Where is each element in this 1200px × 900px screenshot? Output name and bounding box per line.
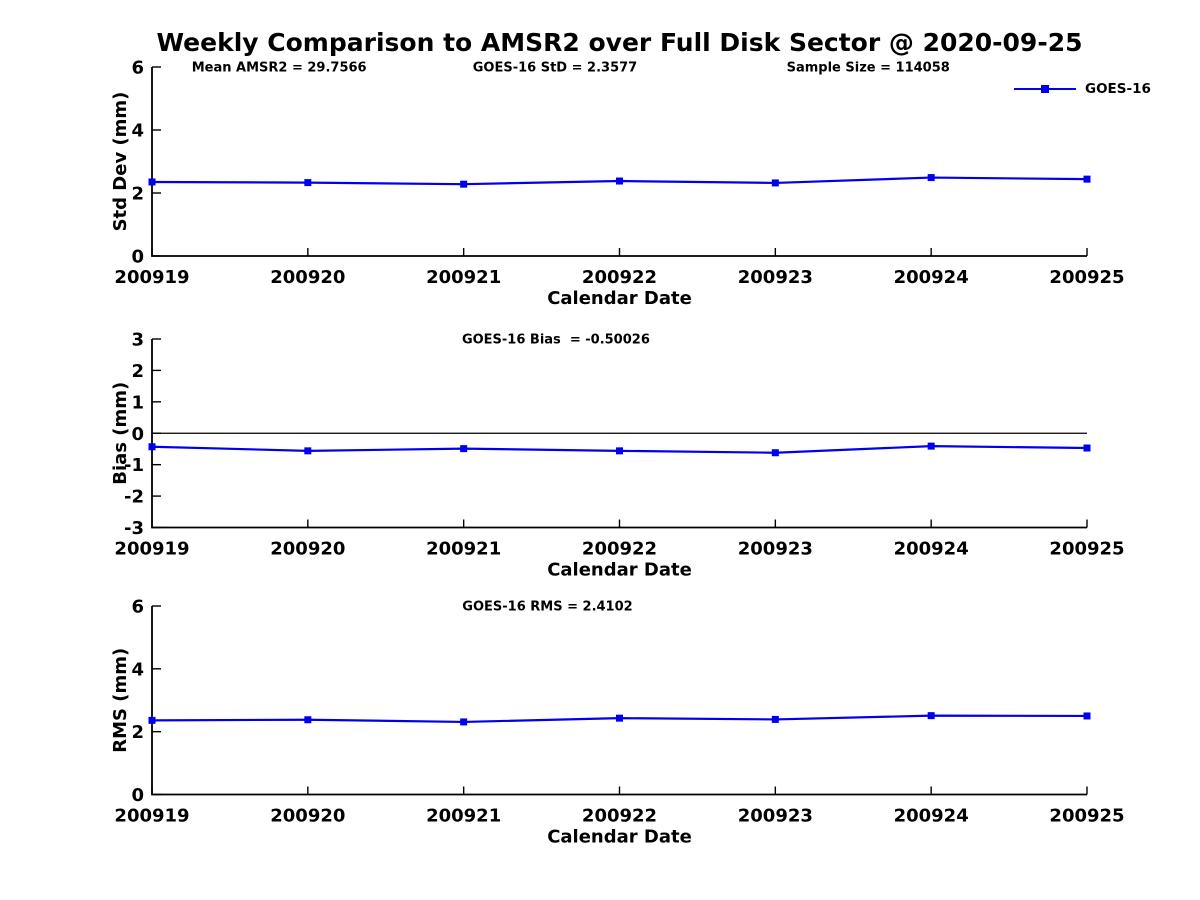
y-tick-label: 4: [131, 121, 144, 142]
x-tick-label: 200924: [894, 806, 969, 827]
x-tick-label: 200920: [270, 806, 345, 827]
subplot-3: 0 2 4 6 200919 200920 200921 200922 200923 200924…: [110, 597, 1125, 848]
x-tick-label: 200921: [426, 539, 501, 560]
data-point-marker: [304, 716, 312, 724]
data-point-marker: [460, 445, 468, 453]
data-point-marker: [148, 443, 156, 451]
x-tick-label: 200925: [1049, 539, 1124, 560]
data-point-marker: [304, 179, 312, 187]
subplot-2: -3 -2 -1 0 1 2 3 200919 200920 200921 200922 200923…: [110, 330, 1125, 581]
data-point-marker: [460, 180, 468, 188]
x-tick-label: 200923: [738, 539, 813, 560]
x-tick-label: 200920: [270, 539, 345, 560]
x-tick-label: 200923: [738, 806, 813, 827]
data-point-marker: [927, 442, 935, 450]
y-tick-label: 0: [131, 424, 144, 445]
legend-square-marker-icon: [1041, 85, 1049, 93]
data-point-marker: [616, 447, 623, 455]
axes: [151, 606, 1087, 796]
y-axis-label: Bias (mm): [110, 382, 131, 485]
annotation: GOES-16 Bias = -0.50026: [462, 333, 650, 348]
annotation: GOES-16 StD = 2.3577: [473, 61, 637, 76]
legend-label: GOES-16: [1085, 81, 1151, 97]
y-tick-label: 6: [131, 597, 144, 618]
y-tick-label: 2: [131, 184, 144, 205]
x-tick-label: 200924: [894, 539, 969, 560]
annotation: Sample Size = 114058: [787, 61, 950, 76]
data-point-marker: [771, 715, 779, 723]
annotation: Mean AMSR2 = 29.7566: [192, 61, 367, 76]
y-tick-label: -2: [124, 487, 144, 508]
legend: GOES-16: [1014, 81, 1151, 97]
x-tick-label: 200925: [1049, 806, 1124, 827]
x-tick-label: 200922: [582, 267, 657, 288]
subplot-1: 0 2 4 6 200919 200920 200921 200922 200923 200924…: [110, 58, 1125, 310]
y-axis-label: RMS (mm): [110, 648, 131, 753]
data-point-marker: [616, 177, 623, 185]
axes: [151, 67, 1087, 257]
x-tick-label: 200923: [738, 267, 813, 288]
x-axis-label: Calendar Date: [547, 288, 692, 309]
x-tick-label: 200921: [426, 267, 501, 288]
data-point-marker: [1083, 712, 1091, 720]
x-tick-label: 200924: [894, 267, 969, 288]
y-tick-label: 2: [131, 722, 144, 743]
data-point-marker: [927, 174, 935, 182]
x-tick-label: 200919: [114, 267, 189, 288]
y-tick-label: 3: [131, 330, 144, 351]
y-tick-label: 1: [131, 392, 144, 413]
data-point-marker: [771, 449, 779, 457]
data-point-marker: [460, 718, 468, 726]
y-tick-label: -3: [124, 518, 144, 539]
data-point-marker: [927, 712, 935, 720]
y-tick-label: 2: [131, 361, 144, 382]
x-axis-label: Calendar Date: [547, 827, 692, 848]
data-point-marker: [148, 178, 156, 186]
data-point-marker: [304, 447, 312, 455]
x-tick-label: 200919: [114, 806, 189, 827]
data-point-marker: [771, 179, 779, 187]
x-tick-label: 200920: [270, 267, 345, 288]
y-tick-label: 0: [131, 247, 144, 268]
x-tick-label: 200922: [582, 539, 657, 560]
legend-line-sample: [1014, 82, 1076, 96]
data-point-marker: [1083, 444, 1091, 452]
x-tick-label: 200922: [582, 806, 657, 827]
annotation: GOES-16 RMS = 2.4102: [462, 600, 632, 615]
x-tick-label: 200919: [114, 539, 189, 560]
y-tick-label: 6: [131, 58, 144, 79]
y-axis-label: Std Dev (mm): [110, 92, 131, 232]
figure-title: Weekly Comparison to AMSR2 over Full Dis…: [156, 28, 1083, 57]
y-tick-label: 4: [131, 659, 144, 680]
y-tick-label: -1: [124, 455, 144, 476]
y-tick-label: 0: [131, 785, 144, 806]
x-tick-label: 200925: [1049, 267, 1124, 288]
data-point-marker: [616, 714, 623, 722]
x-tick-label: 200921: [426, 806, 501, 827]
x-axis-label: Calendar Date: [547, 560, 692, 581]
data-point-marker: [1083, 175, 1091, 183]
data-point-marker: [148, 716, 156, 724]
